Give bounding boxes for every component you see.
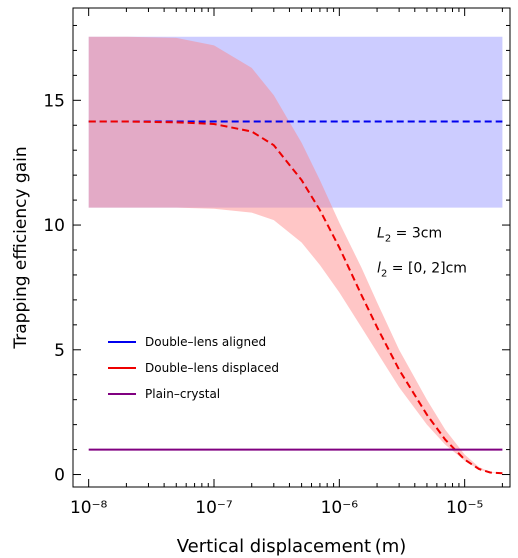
annotations: L2 = 3cm l2 = [0, 2]cm (377, 226, 467, 280)
plot-frame (72, 7, 511, 488)
x-axis-label: Vertical displacement (m) (177, 536, 407, 557)
error-bands (88, 36, 503, 474)
series-band-1 (88, 36, 503, 474)
x-tick-label-0: 10⁻⁸ (70, 498, 108, 518)
series-lines (88, 120, 503, 475)
legend-label-1: Double–lens displaced (145, 361, 279, 375)
y-tick-label-2: 10 (43, 216, 65, 236)
legend: Double–lens aligned Double–lens displaced… (108, 335, 279, 401)
annotation-L2: L2 = 3cm (377, 226, 442, 245)
x-tick-label-3: 10⁻⁵ (446, 498, 483, 518)
legend-label-2: Plain–crystal (145, 387, 220, 401)
annotation-l2: l2 = [0, 2]cm (377, 260, 467, 279)
series-band-0 (88, 36, 503, 208)
y-tick-label-0: 0 (54, 466, 65, 486)
y-tick-label-3: 15 (43, 91, 65, 111)
x-tick-label-1: 10⁻⁷ (195, 498, 233, 518)
y-tick-label-1: 5 (54, 341, 65, 361)
y-axis-label: Trapping efficiency gain (11, 146, 31, 349)
axis-ticks: 10⁻⁸ 10⁻⁷ 10⁻⁶ 10⁻⁵ 0 5 10 15 (43, 8, 510, 518)
x-tick-label-2: 10⁻⁶ (321, 498, 359, 518)
legend-label-0: Double–lens aligned (145, 335, 266, 349)
series-line-1 (88, 120, 503, 475)
